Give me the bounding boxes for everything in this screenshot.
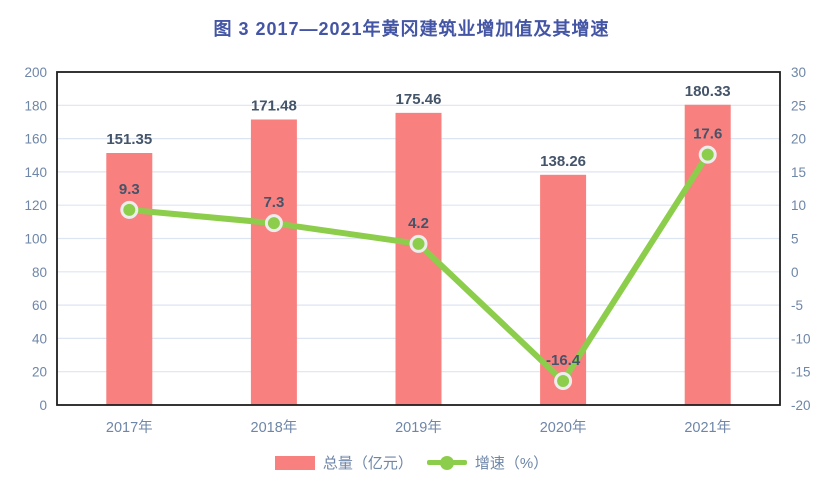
right-axis-tick: -5: [791, 298, 803, 313]
x-axis-label: 2017年: [106, 419, 153, 436]
legend-line-swatch-icon: [426, 455, 467, 471]
x-axis-label: 2021年: [684, 419, 731, 436]
left-axis-tick: 200: [24, 65, 47, 80]
line-marker-2020年: [554, 372, 573, 391]
bar-value-label: 180.33: [685, 83, 731, 100]
right-axis-tick: 0: [791, 265, 799, 280]
right-axis-tick: 10: [791, 198, 806, 213]
line-marker-2021年: [698, 145, 717, 164]
plot-border: [56, 71, 781, 406]
left-axis-tick: 140: [24, 165, 47, 180]
right-axis-tick: -10: [791, 331, 811, 346]
legend-label-total: 总量（亿元）: [322, 455, 413, 472]
legend-dot-icon: [439, 455, 454, 470]
left-axis-tick: 0: [39, 398, 47, 413]
line-value-label: 4.2: [408, 215, 429, 232]
right-axis-tick: 25: [791, 98, 806, 113]
right-axis-tick: 20: [791, 132, 806, 147]
x-axis-label: 2019年: [395, 419, 442, 436]
x-axis-label: 2020年: [540, 419, 587, 436]
line-value-label: 7.3: [263, 194, 284, 211]
line-value-label: -16.4: [546, 352, 581, 369]
bar-value-label: 171.48: [251, 97, 297, 114]
bar-value-label: 151.35: [106, 131, 152, 148]
bar-2020年: [540, 174, 587, 405]
legend-item-growth: 增速（%）: [426, 452, 549, 473]
right-axis-tick: 15: [791, 165, 806, 180]
line-marker-2017年: [120, 200, 139, 219]
line-marker-2018年: [264, 214, 283, 233]
right-axis-tick: -15: [791, 365, 811, 380]
bar-2018年: [250, 119, 297, 405]
left-axis-tick: 120: [24, 198, 47, 213]
chart-title: 图 3 2017—2021年黄冈建筑业增加值及其增速: [213, 19, 610, 39]
chart-legend: 总量（亿元） 增速（%）: [0, 452, 823, 473]
left-axis-tick: 20: [32, 365, 47, 380]
bar-2017年: [106, 153, 153, 405]
right-axis-tick: -20: [791, 398, 811, 413]
x-axis-label: 2018年: [251, 419, 298, 436]
bar-value-label: 138.26: [540, 153, 586, 170]
right-axis-tick: 5: [791, 232, 799, 247]
line-value-label: 9.3: [119, 181, 140, 198]
left-axis-tick: 80: [32, 265, 47, 280]
legend-label-growth: 增速（%）: [474, 455, 549, 472]
left-axis-tick: 100: [24, 232, 47, 247]
left-axis-tick: 180: [24, 98, 47, 113]
left-axis-tick: 60: [32, 298, 47, 313]
left-axis-tick: 160: [24, 132, 47, 147]
legend-item-total: 总量（亿元）: [274, 452, 413, 473]
line-value-label: 17.6: [693, 126, 722, 143]
right-axis-tick: 30: [791, 65, 806, 80]
legend-bar-swatch-icon: [274, 455, 315, 470]
left-axis-tick: 40: [32, 331, 47, 346]
line-marker-2019年: [409, 234, 428, 253]
bar-value-label: 175.46: [396, 91, 442, 108]
chart-plot-area: 151.35 171.48 175.46 138.26 180.33 9.3 7.3 4.2 -…: [24, 65, 811, 436]
